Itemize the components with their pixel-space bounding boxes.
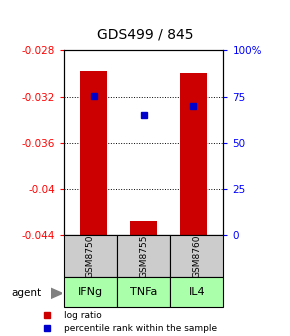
Text: IL4: IL4 [188, 287, 205, 297]
Polygon shape [51, 288, 62, 298]
Bar [130, 221, 157, 235]
Bar [180, 74, 207, 235]
Text: GSM8755: GSM8755 [139, 235, 148, 278]
Bar [64, 235, 117, 277]
Text: TNFa: TNFa [130, 287, 157, 297]
Text: GSM8760: GSM8760 [192, 235, 201, 278]
Text: log ratio: log ratio [64, 311, 102, 320]
Text: IFNg: IFNg [78, 287, 103, 297]
Bar [64, 277, 117, 307]
Text: GSM8750: GSM8750 [86, 235, 95, 278]
Text: percentile rank within the sample: percentile rank within the sample [64, 324, 218, 333]
Text: GDS499 / 845: GDS499 / 845 [97, 28, 193, 42]
Text: agent: agent [12, 288, 42, 298]
Bar [170, 235, 223, 277]
Bar [170, 277, 223, 307]
Bar [117, 235, 170, 277]
Bar [117, 277, 170, 307]
Bar [80, 71, 107, 235]
